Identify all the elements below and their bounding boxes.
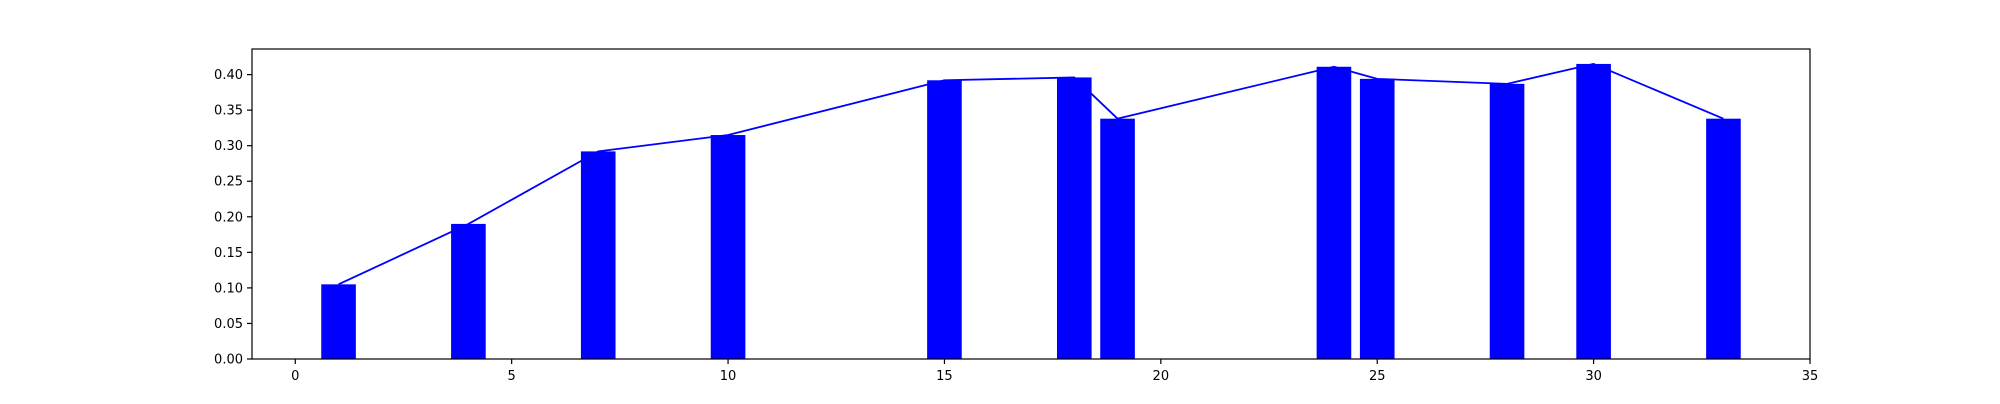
y-tick-label: 0.35 xyxy=(214,104,243,119)
x-tick-label: 35 xyxy=(1802,369,1819,384)
x-tick-label: 10 xyxy=(720,369,737,384)
x-tick-label: 0 xyxy=(291,369,299,384)
ticks-layer: 0 5 10 15 20 25 30 35 0.00 0.05 0.10 0.15 0.20 0.25 0.… xyxy=(214,68,1818,384)
bar xyxy=(927,80,962,359)
y-tick-label: 0.30 xyxy=(214,139,243,154)
axes-layer xyxy=(251,48,1811,360)
x-tick-label: 25 xyxy=(1369,369,1386,384)
bar xyxy=(1706,118,1741,360)
bar xyxy=(1056,77,1092,359)
bar xyxy=(1359,78,1395,360)
x-tick-label: 15 xyxy=(936,369,953,384)
bar xyxy=(1576,63,1611,360)
y-tick-label: 0.20 xyxy=(214,210,243,225)
y-tick-label: 0.15 xyxy=(214,246,243,261)
bar xyxy=(1489,83,1525,359)
plot-frame xyxy=(251,48,1811,360)
y-tick-label: 0.40 xyxy=(214,68,243,83)
bar xyxy=(451,223,486,359)
x-tick-label: 30 xyxy=(1585,369,1602,384)
y-tick-label: 0.00 xyxy=(214,353,243,368)
bar xyxy=(321,284,356,359)
bar xyxy=(710,135,746,359)
bar xyxy=(1100,118,1135,360)
series-line xyxy=(338,63,1724,286)
y-tick-label: 0.05 xyxy=(214,317,243,332)
bar xyxy=(1316,66,1352,359)
bars-layer xyxy=(321,63,1741,360)
x-tick-label: 20 xyxy=(1153,369,1170,384)
line-layer xyxy=(338,63,1724,286)
y-tick-label: 0.10 xyxy=(214,281,243,296)
y-tick-label: 0.25 xyxy=(214,175,243,190)
bar xyxy=(580,151,616,359)
x-tick-label: 5 xyxy=(508,369,516,384)
